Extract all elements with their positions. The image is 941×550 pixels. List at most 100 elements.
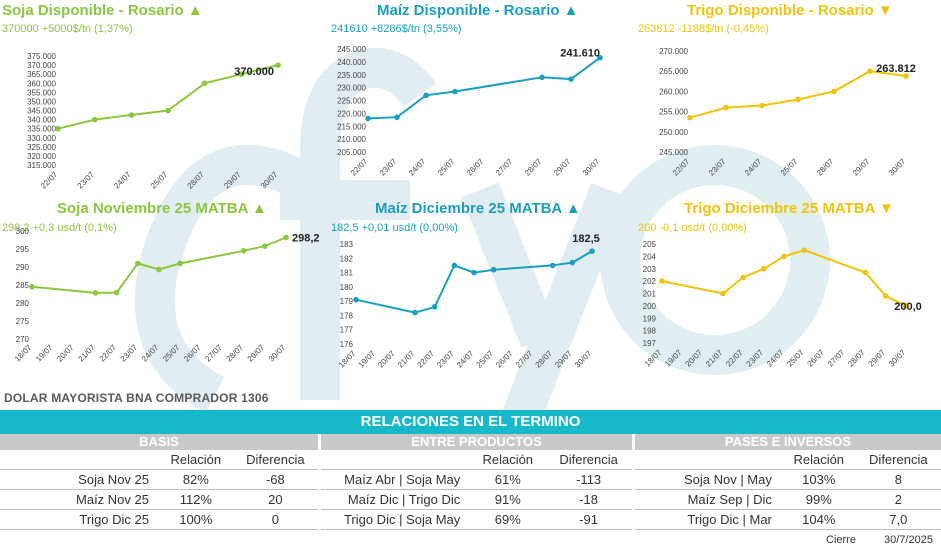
chart-5-title: Trigo Diciembre 25 MATBA ▼: [684, 200, 894, 217]
pases-inversos-block: PASES E INVERSOS Relación Diferencia Soja N…: [635, 434, 941, 530]
chart-5-ytick: 200: [643, 302, 657, 311]
chart-1-ytick: 240.000: [337, 58, 366, 67]
chart-0-point: [238, 71, 245, 77]
chart-2-point: [723, 104, 729, 111]
chart-2-point: [831, 88, 837, 95]
chart-1-ytick: 225.000: [337, 97, 366, 106]
chart-3-ytick: 285: [16, 281, 30, 290]
rel-table-row: Maíz Abr | Soja May 61% -113: [321, 469, 632, 490]
rel-row-label: Soja Nov | May: [635, 469, 782, 490]
rel-table-row: Maíz Nov 25 112% 20: [0, 489, 318, 510]
chart-5-xtick: 18/07: [643, 348, 664, 369]
chart-5-point: [862, 269, 869, 276]
rel-block-header: BASIS: [0, 434, 318, 450]
chart-5-last-value-label: 200,0: [894, 301, 922, 313]
chart-5-xtick: 25/07: [785, 348, 806, 369]
chart-5-xtick: 23/07: [745, 348, 766, 369]
chart-4-subtitle: 182,5 +0,01 usd/t (0,00%): [331, 222, 458, 234]
chart-4-ytick: 176: [340, 340, 354, 349]
chart-5-ytick: 197: [643, 339, 657, 348]
rel-row-relacion: 91%: [470, 489, 546, 510]
chart-0-point: [201, 80, 208, 87]
chart-0-point: [55, 125, 61, 132]
chart-2-ytick: 255.000: [659, 108, 688, 117]
chart-5-xtick: 29/07: [867, 348, 888, 369]
chart-3-ytick: 275: [16, 317, 30, 326]
rel-row-label: Trigo Dic 25: [0, 509, 159, 530]
chart-5-xtick: 26/07: [806, 348, 827, 369]
chart-4-last-value-label: 182,5: [572, 233, 600, 245]
chart-4-point: [569, 259, 576, 266]
chart-2-point: [903, 73, 909, 79]
chart-0-ytick: 350.000: [27, 97, 56, 106]
rel-col-relacion: Relación: [470, 450, 546, 470]
rel-col-empty: [0, 450, 159, 470]
chart-1-ytick: 220.000: [337, 109, 366, 118]
cierre-label: Cierre: [826, 534, 856, 546]
chart-5-point: [903, 303, 909, 309]
chart-4-point: [490, 266, 497, 273]
rel-table-row: Trigo Dic | Soja May 69% -91: [321, 509, 632, 530]
chart-5-xtick: 21/07: [704, 348, 725, 369]
chart-4-ytick: 179: [340, 297, 354, 306]
chart-4-title: Maíz Diciembre 25 MATBA ▲: [375, 200, 581, 217]
chart-3-ytick: 295: [16, 245, 30, 254]
chart-1-ytick: 230.000: [337, 84, 366, 93]
chart-1-point: [568, 76, 574, 82]
rel-row-diferencia: 2: [855, 489, 941, 510]
chart-1-point: [597, 54, 603, 61]
chart-5-ytick: 205: [643, 240, 657, 249]
rel-table-row: Trigo Dic 25 100% 0: [0, 509, 318, 530]
chart-5-xtick: 19/07: [663, 348, 684, 369]
chart-2-subtitle: 263812 -1188$/tn (-0,45%): [638, 23, 769, 35]
chart-0-ytick: 320.000: [27, 152, 56, 161]
chart-0-subtitle: 370000 +5000$/tn (1,37%): [2, 23, 133, 35]
dolar-mayorista-label: DOLAR MAYORISTA BNA COMPRADOR 1306: [4, 391, 269, 405]
chart-2-ytick: 250.000: [659, 128, 688, 137]
chart-3-point: [262, 243, 268, 249]
chart-1-title: Maíz Disponible - Rosario ▲: [377, 2, 579, 19]
rel-row-diferencia: -91: [545, 509, 632, 530]
chart-1-ytick: 215.000: [337, 122, 366, 131]
chart-3-point: [29, 284, 35, 290]
chart-5-ytick: 202: [643, 277, 657, 286]
rel-row-relacion: 99%: [781, 489, 856, 510]
chart-0-ytick: 345.000: [27, 107, 56, 116]
rel-row-label: Maíz Abr | Soja May: [321, 469, 471, 490]
rel-col-relacion: Relación: [781, 450, 856, 470]
rel-block-header: ENTRE PRODUCTOS: [321, 434, 632, 450]
chart-3-ytick: 300: [16, 227, 30, 236]
cierre-date: 30/7/2025: [884, 534, 933, 546]
chart-4-point: [431, 304, 438, 310]
entre-productos-block: ENTRE PRODUCTOS Relación Diferencia Maíz Ab…: [321, 434, 632, 530]
chart-5-ytick: 199: [643, 314, 657, 323]
rel-row-relacion: 100%: [159, 509, 233, 530]
rel-row-diferencia: 0: [232, 509, 318, 530]
rel-row-diferencia: 8: [855, 469, 941, 490]
chart-0-point: [275, 62, 281, 68]
chart-5-point: [659, 278, 665, 284]
rel-row-diferencia: 20: [232, 489, 318, 510]
chart-4-ytick: 178: [340, 311, 354, 320]
chart-1-ytick: 235.000: [337, 71, 366, 80]
chart-0-point: [128, 112, 135, 118]
rel-row-relacion: 103%: [781, 469, 856, 490]
chart-1-point: [452, 88, 458, 95]
rel-table-row: Maíz Dic | Trigo Dic 91% -18: [321, 489, 632, 510]
chart-4-ytick: 180: [340, 283, 354, 292]
chart-1-ytick: 210.000: [337, 135, 366, 144]
rel-table-row: Soja Nov 25 82% -68: [0, 469, 318, 490]
chart-5-point: [781, 253, 787, 260]
chart-4-point: [451, 262, 458, 269]
chart-4-point: [412, 309, 418, 316]
rel-col-diferencia: Diferencia: [855, 450, 941, 470]
chart-3-point: [283, 234, 289, 241]
chart-4-point: [589, 248, 595, 254]
basis-block: BASIS Relación Diferencia Soja Nov 25 82% -68…: [0, 434, 318, 530]
chart-1-subtitle: 241610 +8286$/tn (3,55%): [331, 23, 462, 35]
chart-0-last-value-label: 370.000: [234, 66, 274, 78]
rel-row-label: Maíz Dic | Trigo Dic: [321, 489, 471, 510]
chart-4-ytick: 177: [340, 326, 354, 335]
